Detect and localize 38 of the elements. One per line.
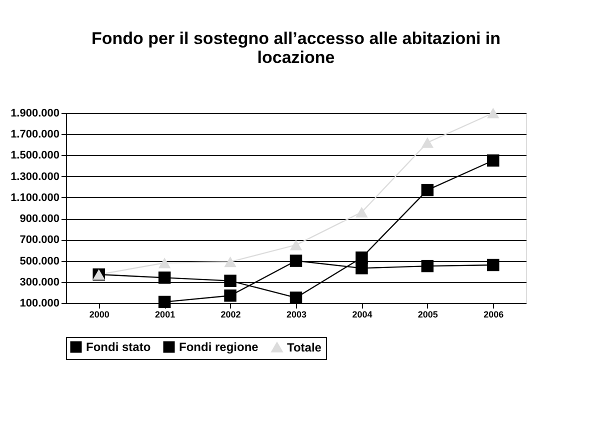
- y-tick-label: 500.000: [20, 255, 60, 268]
- point: [356, 251, 368, 264]
- point: [290, 254, 302, 267]
- legend-label: Fondi stato: [86, 340, 151, 354]
- point: [158, 258, 171, 268]
- x-tick-label: 2000: [89, 310, 110, 320]
- y-tick-label: 100.000: [20, 298, 60, 310]
- point: [356, 206, 368, 218]
- legend-label: Fondi regione: [179, 340, 259, 354]
- point: [290, 240, 302, 250]
- point: [158, 296, 171, 308]
- x-tick-label: 2004: [352, 310, 372, 320]
- point: [421, 184, 434, 196]
- point: [487, 258, 500, 272]
- point: [158, 272, 171, 284]
- y-tick-label: 1.700.000: [10, 128, 60, 141]
- point: [421, 137, 434, 148]
- x-tick-label: 2001: [155, 310, 176, 320]
- point: [224, 256, 236, 268]
- point: [421, 260, 434, 272]
- y-tick-label: 1.100.000: [10, 192, 60, 204]
- point: [487, 154, 500, 167]
- x-tick-label: 2002: [220, 310, 241, 320]
- point: [224, 289, 236, 302]
- y-tick-label: 900.000: [20, 213, 60, 226]
- x-tick-label: 2005: [418, 310, 438, 320]
- y-tick-label: 1.500.000: [10, 150, 60, 162]
- y-tick-label: 1.300.000: [10, 170, 60, 183]
- y-tick-label: 1.900.000: [10, 108, 60, 120]
- point: [290, 292, 302, 304]
- y-tick-label: 700.000: [20, 234, 60, 246]
- point: [487, 108, 500, 118]
- y-tick-label: 300.000: [20, 276, 60, 288]
- x-tick-label: 2006: [484, 310, 504, 320]
- chart-title: Fondo per il sostegno all’accesso alle abitazioni in locazione: [91, 29, 501, 67]
- x-tick-label: 2003: [286, 310, 307, 320]
- point: [224, 274, 236, 287]
- legend-label: Totale: [287, 340, 322, 354]
